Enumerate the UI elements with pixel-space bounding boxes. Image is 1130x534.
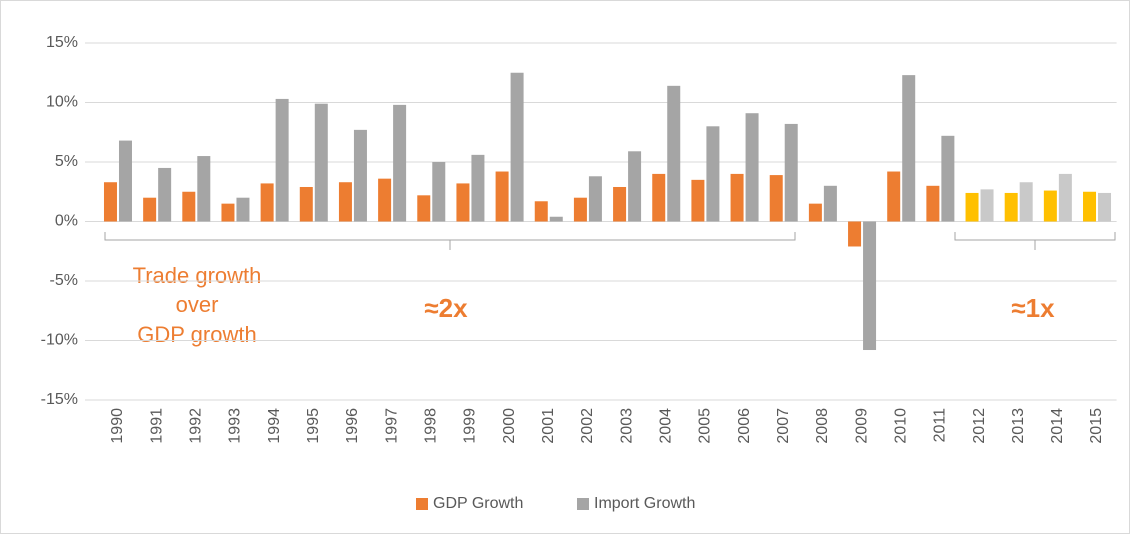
- bar: [980, 189, 994, 222]
- bar: [118, 140, 132, 222]
- bar: [549, 216, 563, 222]
- bar: [432, 162, 446, 222]
- bar: [1083, 191, 1097, 222]
- x-tick-label: 1998: [422, 408, 439, 444]
- bar: [314, 103, 328, 222]
- x-tick-label: 2004: [657, 408, 674, 444]
- bar: [887, 171, 901, 222]
- bar: [808, 203, 822, 222]
- annotation: ≈1x: [1011, 293, 1055, 323]
- bar: [1043, 190, 1057, 222]
- bracket-1x: [954, 232, 1116, 250]
- x-tick-label: 2014: [1049, 408, 1066, 444]
- bar: [1098, 192, 1112, 222]
- x-tick-label: 2011: [932, 408, 949, 443]
- x-tick-label: 1996: [344, 408, 361, 444]
- bar: [378, 178, 392, 222]
- bar: [965, 192, 979, 222]
- annotation: GDP growth: [137, 322, 256, 347]
- bar: [103, 182, 117, 222]
- bar: [652, 173, 666, 222]
- x-tick-label: 2012: [971, 408, 988, 444]
- bar: [730, 173, 744, 222]
- x-tick-label: 1995: [305, 408, 322, 444]
- bar: [573, 197, 587, 222]
- x-tick-label: 1993: [227, 408, 244, 444]
- bar: [197, 156, 211, 222]
- x-tick-label: 2010: [892, 408, 909, 444]
- x-tick-label: 1994: [266, 408, 283, 444]
- y-tick-label: 15%: [46, 34, 78, 51]
- y-tick-label: 5%: [55, 153, 78, 170]
- x-tick-label: 1999: [462, 408, 479, 444]
- bar: [784, 123, 798, 222]
- bar: [275, 98, 289, 222]
- bar: [745, 113, 759, 222]
- bar: [1019, 182, 1033, 222]
- annotation: over: [176, 292, 219, 317]
- bar: [667, 85, 681, 222]
- bar: [613, 186, 627, 222]
- bracket-2x: [104, 232, 796, 250]
- x-tick-label: 2008: [814, 408, 831, 444]
- bar: [1058, 173, 1072, 222]
- legend-swatch: [416, 498, 428, 510]
- bar: [628, 151, 642, 222]
- bar: [338, 182, 352, 222]
- bar: [456, 183, 470, 222]
- bar: [417, 195, 431, 222]
- x-tick-label: 1992: [188, 408, 205, 444]
- bar: [848, 221, 862, 247]
- bar: [495, 171, 509, 222]
- bar: [182, 191, 196, 222]
- x-tick-label: 2015: [1088, 408, 1105, 444]
- x-tick-label: 2006: [736, 408, 753, 444]
- x-tick-label: 2003: [618, 408, 635, 444]
- x-tick-label: 2009: [853, 408, 870, 444]
- bar: [353, 129, 367, 222]
- annotation: ≈2x: [424, 293, 468, 323]
- x-tick-label: 2000: [501, 408, 518, 444]
- bar: [691, 179, 705, 222]
- bar: [588, 176, 602, 222]
- bar: [393, 104, 407, 222]
- bar: [471, 154, 485, 222]
- y-tick-label: 10%: [46, 94, 78, 111]
- x-tick-label: 1991: [148, 408, 165, 444]
- bar: [823, 185, 837, 222]
- y-tick-label: -15%: [41, 391, 78, 408]
- x-tick-label: 2001: [540, 408, 557, 444]
- bar: [941, 135, 955, 222]
- x-tick-label: 1997: [383, 408, 400, 444]
- x-tick-label: 1990: [109, 408, 126, 444]
- bar: [143, 197, 157, 222]
- legend-label: GDP Growth: [433, 495, 523, 512]
- bar: [236, 197, 250, 222]
- bar: [769, 175, 783, 222]
- x-tick-label: 2005: [697, 408, 714, 444]
- bar: [706, 126, 720, 222]
- annotation: Trade growth: [133, 263, 262, 288]
- legend-swatch: [577, 498, 589, 510]
- bar: [221, 203, 235, 222]
- y-tick-label: -10%: [41, 332, 78, 349]
- y-tick-label: -5%: [50, 272, 78, 289]
- bar: [260, 183, 274, 222]
- x-tick-label: 2002: [579, 408, 596, 444]
- bar: [926, 185, 940, 222]
- y-tick-label: 0%: [55, 213, 78, 230]
- bar: [534, 201, 548, 222]
- bar: [863, 221, 877, 351]
- bar: [902, 75, 916, 222]
- x-tick-label: 2007: [775, 408, 792, 444]
- bar: [1004, 192, 1018, 222]
- legend-label: Import Growth: [594, 495, 695, 512]
- bar: [510, 72, 524, 222]
- bar: [299, 186, 313, 222]
- x-tick-label: 2013: [1010, 408, 1027, 444]
- bar: [158, 167, 172, 222]
